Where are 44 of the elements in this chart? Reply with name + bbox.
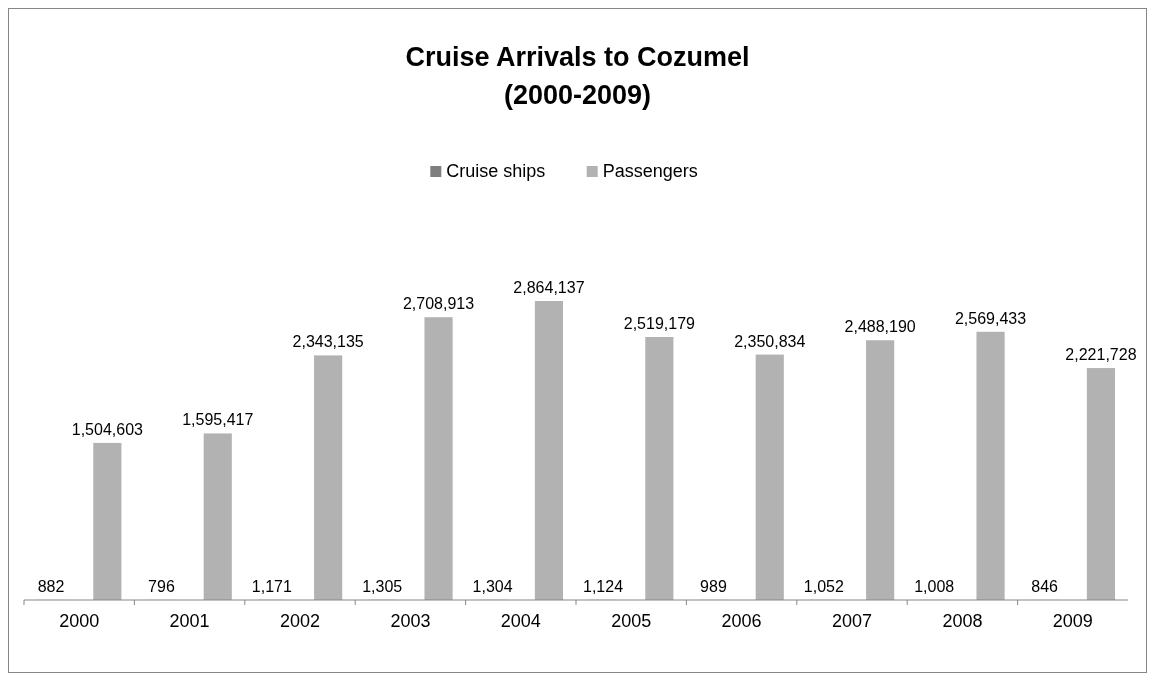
bar [534, 301, 564, 600]
data-label: 796 [148, 577, 175, 595]
bar [866, 340, 895, 600]
data-label: 1,595,417 [182, 411, 254, 429]
x-tick-label: 2008 [942, 611, 983, 631]
data-label: 846 [1031, 577, 1059, 595]
x-tick-label: 2006 [721, 611, 762, 631]
legend-label: Cruise ships [446, 161, 546, 181]
data-label: 1,304 [472, 577, 513, 595]
x-tick-label: 2005 [611, 611, 652, 631]
x-tick-label: 2002 [279, 611, 321, 631]
data-label: 882 [37, 577, 65, 595]
x-tick-label: 2004 [500, 611, 541, 631]
bar [314, 355, 343, 600]
x-tick-label: 2009 [1052, 611, 1093, 631]
bar [93, 442, 122, 600]
data-label: 2,519,179 [623, 315, 696, 333]
x-tick-label: 2000 [59, 611, 100, 631]
legend-label: Passengers [602, 161, 698, 181]
data-label: 2,343,135 [292, 333, 364, 351]
data-label: 1,052 [803, 577, 844, 595]
x-tick-label: 2003 [390, 611, 431, 631]
data-label: 1,124 [583, 577, 624, 595]
data-label: 2,488,190 [844, 318, 916, 336]
data-label: 2,864,137 [513, 279, 585, 296]
bar [755, 354, 784, 600]
data-label: 2,708,913 [402, 295, 475, 313]
bar [424, 317, 453, 600]
data-label: 1,305 [362, 577, 403, 595]
data-label: 2,221,728 [1065, 346, 1137, 364]
chart-title: Cruise Arrivals to Cozumel [405, 42, 750, 72]
data-label: 1,171 [251, 577, 292, 595]
data-label: 1,504,603 [71, 420, 144, 438]
bar [976, 331, 1005, 600]
chart-subtitle: (2000-2009) [503, 80, 652, 110]
data-label: 989 [700, 577, 727, 595]
bar [203, 433, 232, 600]
data-label: 2,350,834 [734, 332, 806, 350]
data-label: 2,569,433 [954, 309, 1027, 327]
x-tick-label: 2001 [169, 611, 210, 631]
x-tick-label: 2007 [831, 611, 873, 631]
data-label: 1,008 [914, 577, 955, 595]
bar [1086, 368, 1116, 600]
bar [645, 337, 674, 600]
